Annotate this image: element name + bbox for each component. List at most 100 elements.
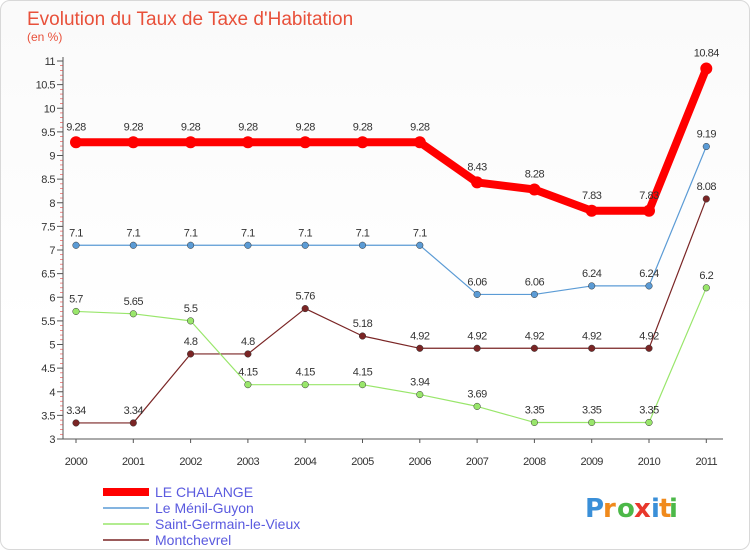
x-tick-label: 2010 xyxy=(638,456,661,468)
data-point xyxy=(129,241,137,249)
data-label: 6.06 xyxy=(467,276,487,288)
data-label: 4.92 xyxy=(410,330,430,342)
data-label: 7.1 xyxy=(184,227,198,239)
data-point xyxy=(643,204,655,217)
data-label: 8.28 xyxy=(525,169,545,181)
data-label: 5.7 xyxy=(69,293,83,305)
y-tick-label: 7.5 xyxy=(41,221,55,233)
data-label: 10.84 xyxy=(694,48,719,60)
series-line xyxy=(75,287,707,424)
data-point xyxy=(645,344,653,352)
x-tick-label: 2000 xyxy=(65,456,88,468)
series-3 xyxy=(72,195,710,427)
data-point xyxy=(702,142,710,151)
legend-label: Saint-Germain-le-Vieux xyxy=(155,516,300,532)
data-label: 4.92 xyxy=(639,330,659,342)
data-point xyxy=(129,310,137,318)
data-label: 7.1 xyxy=(241,227,255,239)
data-label: 4.92 xyxy=(467,330,487,342)
y-tick-label: 4 xyxy=(49,387,55,399)
data-label: 9.28 xyxy=(181,121,201,133)
logo-letter: x xyxy=(634,494,651,524)
data-label: 7.83 xyxy=(639,190,659,202)
x-tick-label: 2005 xyxy=(351,456,374,468)
data-point xyxy=(530,344,538,352)
data-label: 4.92 xyxy=(582,330,602,342)
data-point xyxy=(72,241,80,249)
data-point xyxy=(127,136,140,149)
data-point xyxy=(645,418,653,427)
data-label: 6.24 xyxy=(639,268,659,280)
data-label: 9.28 xyxy=(353,121,373,133)
data-label: 8.43 xyxy=(467,161,487,173)
logo-letter: t xyxy=(659,494,671,524)
data-point xyxy=(301,305,309,313)
y-tick-label: 4.5 xyxy=(41,363,55,375)
data-point xyxy=(187,317,195,325)
data-label: 3.34 xyxy=(66,405,86,417)
data-point xyxy=(244,241,252,249)
x-tick-label: 2004 xyxy=(294,456,317,468)
logo-letter: i xyxy=(651,494,660,524)
x-tick-label: 2007 xyxy=(466,456,489,468)
data-point xyxy=(413,136,426,149)
series-0 xyxy=(70,62,713,217)
labels-0: 9.28 9.28 9.28 9.28 9.28 9.28 9.28 8.43 8.28 7.83… xyxy=(66,48,719,202)
data-label: 7.1 xyxy=(356,227,370,239)
data-label: 3.35 xyxy=(582,404,602,416)
data-label: 9.28 xyxy=(295,121,315,133)
x-tick-label: 2011 xyxy=(695,456,717,468)
logo-letter: r xyxy=(603,494,616,524)
data-point xyxy=(702,284,710,292)
data-point xyxy=(184,136,197,149)
data-point xyxy=(244,381,252,389)
labels-2: 5.7 5.65 5.5 4.15 4.15 4.15 3.94 3.69 3.35 3.35 3.… xyxy=(69,270,714,417)
data-point xyxy=(356,136,369,149)
data-point xyxy=(187,350,195,358)
data-label: 4.15 xyxy=(238,367,258,379)
data-label: 6.24 xyxy=(582,268,602,280)
data-label: 3.35 xyxy=(525,404,545,416)
data-point xyxy=(72,307,80,315)
data-point xyxy=(473,344,481,352)
data-point xyxy=(473,290,481,298)
data-point xyxy=(241,136,254,149)
chart-title: Evolution du Taux de Taxe d'Habitation xyxy=(27,9,353,30)
data-label: 4.8 xyxy=(184,336,198,348)
series-line xyxy=(75,145,707,296)
y-tick-label: 5.5 xyxy=(41,316,55,328)
series-1 xyxy=(72,142,710,298)
y-tick-label: 8 xyxy=(49,198,55,210)
data-point xyxy=(244,350,252,358)
logo-letter: o xyxy=(617,494,635,524)
y-tick-label: 6 xyxy=(49,292,55,304)
x-tick-label: 2002 xyxy=(179,456,202,468)
data-label: 3.69 xyxy=(467,388,487,400)
data-point xyxy=(645,282,653,290)
data-label: 7.1 xyxy=(413,227,427,239)
data-point xyxy=(702,195,710,203)
data-point xyxy=(473,402,481,410)
legend-label: LE CHALANGE xyxy=(155,484,253,500)
y-tick-label: 6.5 xyxy=(41,269,55,281)
data-point xyxy=(530,418,538,427)
data-point xyxy=(358,241,367,249)
chart-subtitle: (en %) xyxy=(27,30,62,44)
y-tick-label: 5 xyxy=(49,340,55,352)
legend-label: Le Ménil-Guyon xyxy=(155,500,254,516)
data-label: 9.28 xyxy=(238,121,258,133)
data-point xyxy=(588,282,596,290)
y-tick-label: 3.5 xyxy=(41,410,55,422)
data-label: 8.08 xyxy=(697,181,717,193)
data-label: 7.1 xyxy=(69,227,83,239)
labels-1: 7.1 7.1 7.1 7.1 7.1 7.1 7.1 6.06 6.06 6.24 6.24 9.1… xyxy=(69,129,717,289)
y-tick-label: 11 xyxy=(45,56,56,68)
data-label: 5.65 xyxy=(124,296,144,308)
data-label: 7.83 xyxy=(582,190,602,202)
data-point xyxy=(187,241,195,249)
data-point xyxy=(72,419,80,427)
data-label: 5.5 xyxy=(184,303,198,315)
